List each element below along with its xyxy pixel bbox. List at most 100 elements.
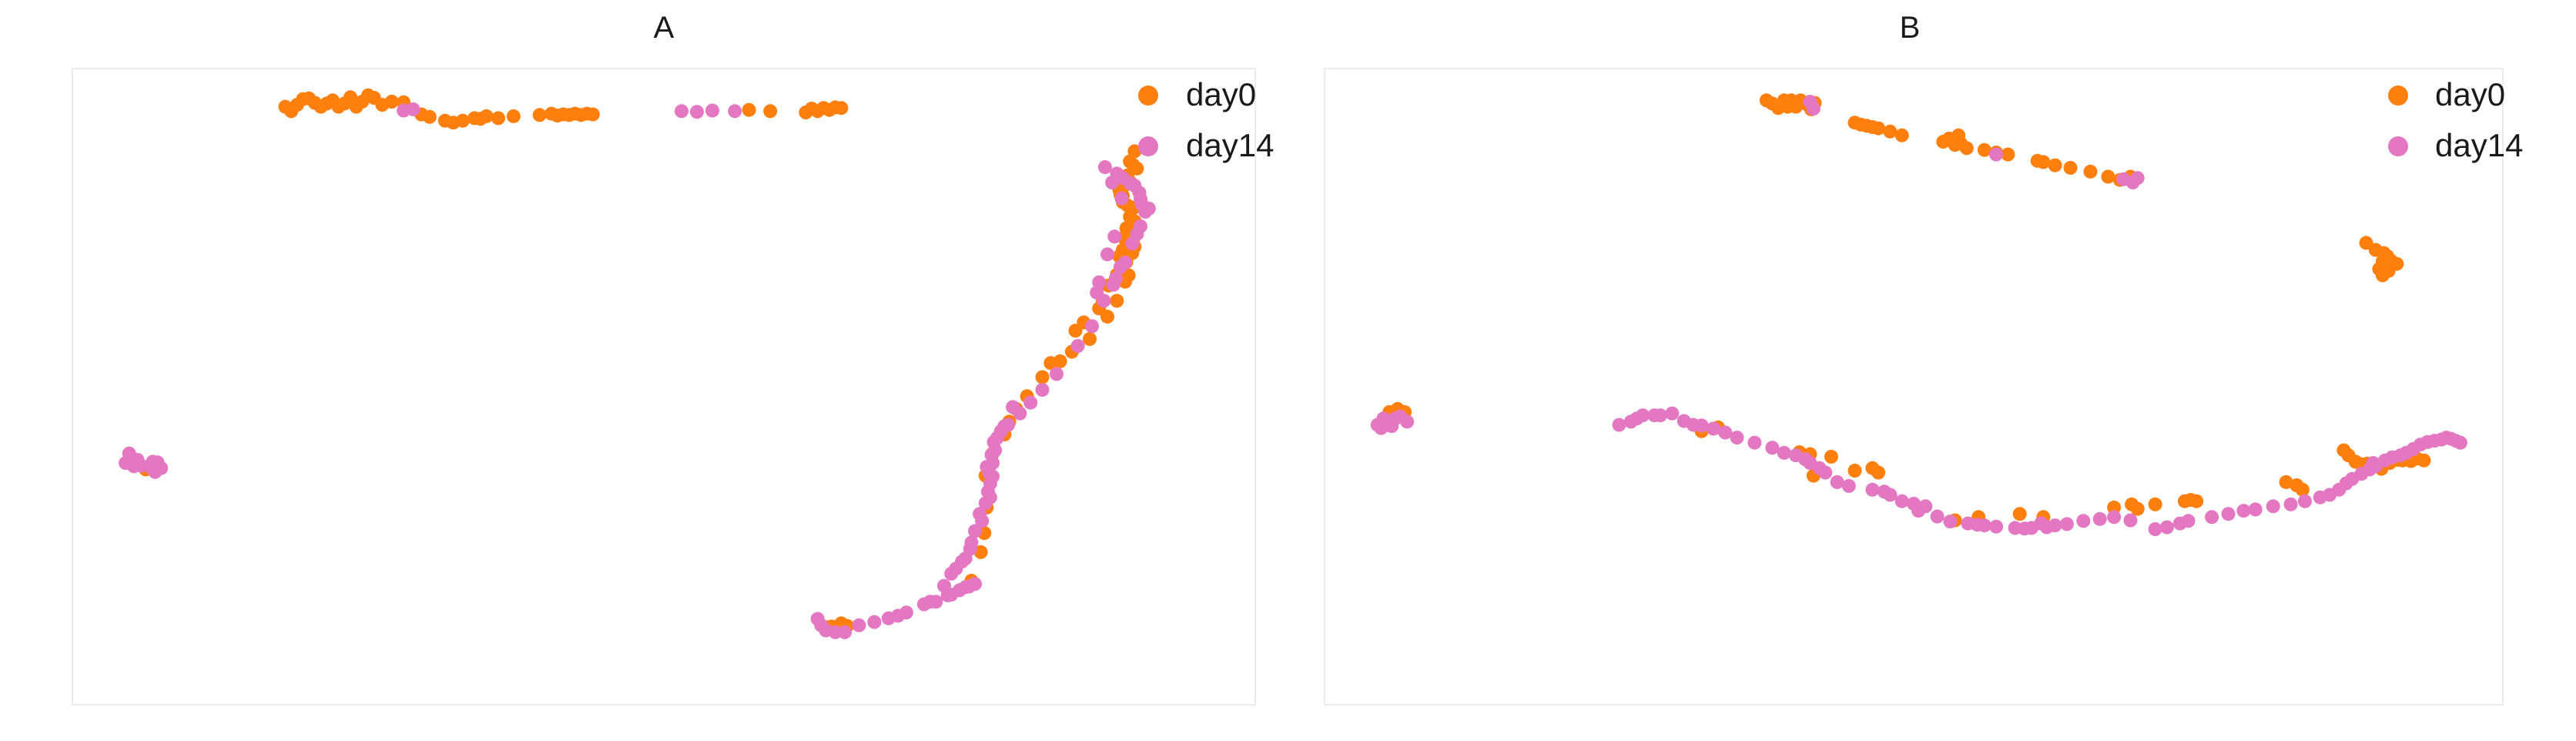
panel-b-point-day14 — [1818, 465, 1833, 480]
panel-a-point-day14 — [1107, 230, 1122, 244]
panel-a-point-day14 — [968, 524, 982, 538]
panel-a-point-day0 — [1083, 332, 1097, 347]
panel-b-point-day0 — [2107, 500, 2122, 515]
panel-a-point-day0 — [763, 104, 778, 119]
panel-b-point-day14 — [1653, 408, 1668, 423]
panel-b-point-day14 — [1943, 515, 1958, 529]
panel-b-point-day14 — [2130, 171, 2145, 186]
panel-b-point-day14 — [1706, 421, 1720, 436]
panel-a-points — [119, 88, 1156, 639]
panel-a-point-day14 — [1097, 160, 1112, 174]
panel-b-point-day14 — [2181, 514, 2196, 528]
panel-b-point-day14 — [1841, 478, 1856, 493]
panel-a-point-day0 — [973, 545, 988, 559]
panel-b: B day0 day14 — [1324, 11, 2523, 706]
panel-b-point-day14 — [1612, 417, 1626, 432]
panel-b-point-day0 — [2036, 155, 2051, 169]
panel-a-point-day0 — [1123, 210, 1137, 224]
panel-b-point-day14 — [1930, 509, 1945, 524]
panel-b-point-day14 — [1830, 474, 1844, 489]
panel-a-point-day14 — [705, 103, 719, 118]
panel-a: A day0 day14 — [72, 11, 1274, 706]
panel-a-point-day14 — [728, 104, 742, 119]
panel-a-point-day14 — [1100, 247, 1114, 262]
panel-a-legend-marker-day0 — [1138, 86, 1158, 106]
panel-b-point-day14 — [1865, 482, 1880, 497]
panel-a-point-day0 — [1110, 293, 1124, 308]
panel-a-point-day0 — [422, 109, 437, 124]
panel-b-plot-area — [1324, 68, 2504, 706]
panel-b-legend-label-day0: day0 — [2435, 76, 2505, 112]
panel-a-point-day14 — [1070, 339, 1085, 354]
panel-b-point-day14 — [1636, 408, 1650, 423]
panel-a-point-day14 — [867, 615, 882, 629]
panel-b-point-day0 — [2148, 497, 2162, 511]
panel-b-legend-marker-day0 — [2388, 86, 2408, 106]
panel-a-point-day0 — [491, 111, 505, 126]
panel-b-point-day14 — [1694, 418, 1709, 433]
panel-a-point-day14 — [675, 104, 688, 119]
panel-a-point-day14 — [963, 542, 977, 556]
panel-b-point-day0 — [1847, 464, 1862, 478]
panel-b-point-day14 — [1777, 445, 1791, 460]
panel-a-point-day14 — [929, 595, 943, 609]
panel-b-point-day14 — [1747, 435, 1762, 450]
panel-a-point-day14 — [1085, 319, 1099, 334]
panel-a-point-day14 — [1114, 191, 1129, 206]
panel-a-point-day14 — [828, 625, 842, 639]
panel-b-point-day0 — [2279, 474, 2293, 489]
panel-a-point-day14 — [1134, 196, 1149, 211]
panel-b-legend-marker-day14 — [2388, 136, 2408, 156]
panel-a-point-day0 — [506, 109, 521, 123]
panel-b-point-day0 — [1871, 465, 1886, 480]
panel-a-point-day0 — [532, 108, 547, 122]
panel-b-point-day14 — [1718, 425, 1733, 440]
panel-a-point-day14 — [1035, 383, 1050, 397]
panel-b-point-day0 — [2001, 147, 2015, 162]
panel-b-legend-label-day14: day14 — [2435, 127, 2523, 163]
panel-b-point-day14 — [1883, 488, 1898, 502]
panel-b-point-day14 — [1970, 518, 1985, 532]
panel-b-point-day0 — [2012, 507, 2027, 521]
panel-a-point-day0 — [1126, 158, 1141, 173]
panel-a-point-day14 — [899, 605, 913, 620]
panel-a-point-day0 — [1127, 144, 1142, 159]
panel-b-point-day0 — [1977, 142, 1991, 157]
panel-a-point-day14 — [1006, 400, 1020, 414]
panel-b-point-day14 — [2248, 502, 2263, 517]
panel-b-points — [1370, 93, 2467, 536]
panel-a-point-day0 — [479, 109, 494, 123]
panel-b-point-day14 — [2148, 522, 2162, 536]
panel-b-legend: day0 day14 — [2388, 76, 2523, 163]
panel-a-point-day14 — [1118, 255, 1132, 270]
panel-b-point-day14 — [2266, 499, 2280, 514]
panel-a-point-day0 — [1043, 356, 1058, 370]
panel-b-point-day0 — [2048, 158, 2062, 173]
panel-a-point-day0 — [1035, 370, 1050, 384]
panel-b-point-day14 — [1894, 494, 1909, 508]
panel-b-point-day0 — [1824, 449, 1838, 464]
panel-b-point-day0 — [2083, 164, 2098, 179]
panel-b-point-day14 — [2039, 520, 2054, 535]
panel-b-point-day0 — [2375, 268, 2390, 283]
panel-b-point-day14 — [2236, 504, 2251, 518]
panel-b-point-day14 — [2453, 435, 2467, 450]
panel-a-point-day14 — [690, 105, 704, 119]
panel-b-point-day14 — [1765, 441, 1780, 455]
panel-a-point-day14 — [975, 514, 990, 528]
panel-b-point-day14 — [2221, 507, 2236, 521]
panel-a-legend-label-day14: day14 — [1186, 127, 1274, 163]
panel-b-point-day14 — [2076, 514, 2091, 528]
panel-a-point-day14 — [937, 578, 951, 593]
panel-b-point-day14 — [2298, 494, 2312, 508]
panel-a-point-day14 — [148, 464, 162, 479]
panel-b-point-day14 — [2092, 511, 2107, 526]
panel-a-point-day14 — [838, 625, 852, 639]
panel-a-legend-marker-day14 — [1138, 136, 1158, 156]
panel-b-point-day0 — [1883, 124, 1898, 139]
panel-b-point-day14 — [1911, 504, 1926, 518]
panel-a-point-day14 — [852, 618, 866, 632]
panel-b-point-day0 — [2417, 453, 2431, 468]
panel-a-point-day14 — [968, 577, 982, 592]
panel-a-point-day14 — [406, 102, 420, 116]
